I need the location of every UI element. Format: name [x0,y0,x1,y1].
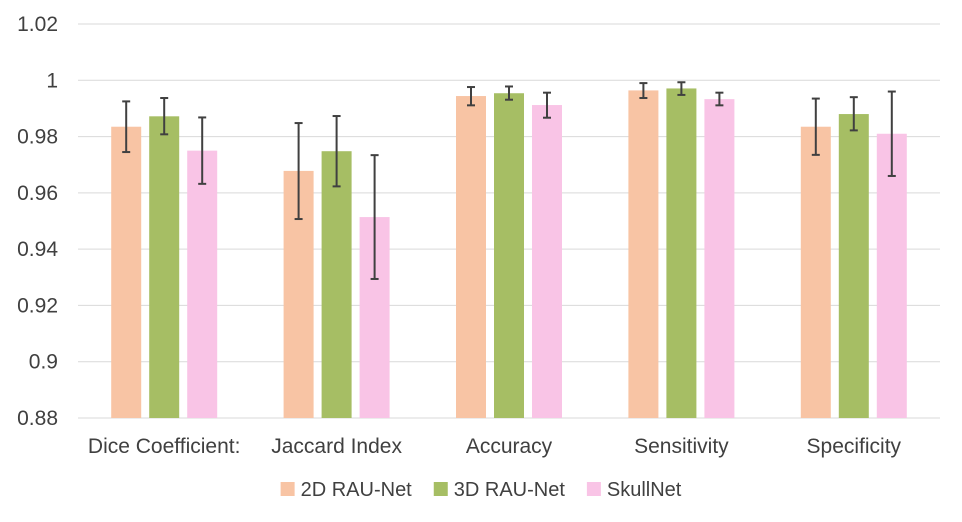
bar [494,93,524,418]
error-bars [122,81,896,280]
y-tick-label: 1 [46,69,58,92]
error-bar [294,122,303,221]
error-bar [370,154,379,280]
legend-swatch [433,482,448,496]
legend-label: 2D RAU-Net [301,479,413,501]
bar [876,133,907,418]
bar [532,105,562,419]
error-bar [715,91,724,107]
legend-item: 3D RAU-Net [433,479,566,501]
bar [111,126,142,418]
legend-item: 2D RAU-Net [280,479,413,501]
error-bar [332,115,341,188]
x-category-label: Jaccard Index [271,435,402,458]
y-tick-label: 1.02 [17,13,58,36]
bar [800,126,831,418]
legend-item: SkullNet [586,479,682,501]
x-category-label: Sensitivity [634,435,729,458]
y-tick-label: 0.98 [17,126,58,149]
bar [456,96,486,418]
error-bar [811,97,820,156]
y-tick-label: 0.96 [17,182,58,205]
error-bar [122,100,131,154]
error-bar [467,86,475,107]
y-tick-label: 0.88 [17,407,58,430]
bar [704,99,735,419]
legend: 2D RAU-Net 3D RAU-Net SkullNet [280,479,682,501]
bars [111,88,907,419]
error-bar [887,90,896,177]
bar [187,150,218,418]
error-bar [677,81,686,96]
bar [149,116,180,419]
y-tick-label: 0.92 [17,294,58,317]
legend-swatch [586,482,601,496]
error-bar [198,116,207,185]
x-category-label: Accuracy [466,435,553,458]
error-bar [849,96,858,132]
error-bar [505,85,513,101]
y-tick-label: 0.94 [17,238,58,261]
y-tick-label: 0.9 [29,351,58,374]
bar [838,114,869,419]
bar [321,151,352,418]
x-category-label: Specificity [807,435,902,458]
bar [628,90,659,418]
legend-swatch [280,482,295,496]
x-category-label: Dice Coefficient: [88,435,241,458]
error-bar [160,97,169,136]
error-bar [543,91,551,119]
legend-label: 3D RAU-Net [454,479,566,501]
legend-label: SkullNet [607,479,682,501]
bar [666,88,697,418]
y-axis-ticks: 0.88 0.9 0.92 0.94 0.96 0.98 1 1.02 [17,13,58,430]
x-axis-categories: Dice Coefficient: Jaccard Index Accuracy Se… [88,435,902,458]
error-bar [639,82,648,100]
